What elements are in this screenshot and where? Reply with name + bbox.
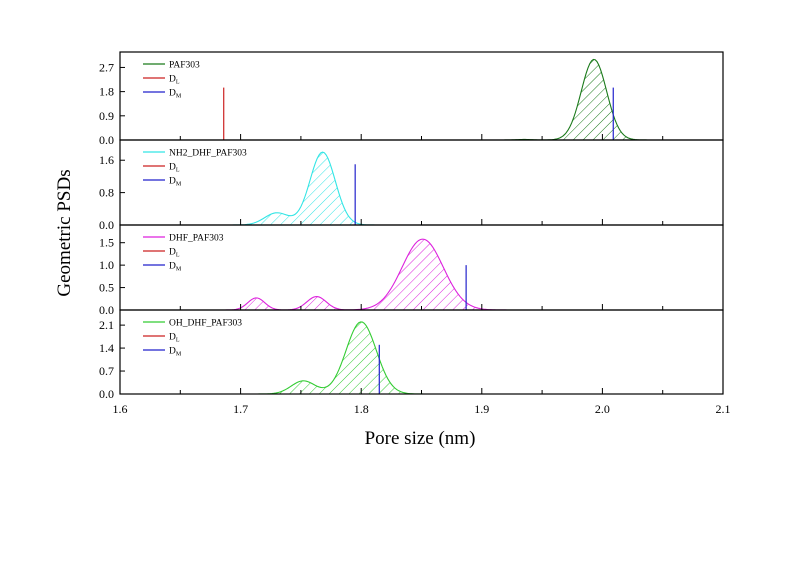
y-axis-title: Geometric PSDs (54, 169, 75, 296)
y-tick-label: 2.7 (99, 60, 114, 74)
panel-3: 0.0 0.5 1.0 1.5 DHF_PAF303 DL DM (99, 224, 724, 317)
legend-subscript: L (176, 253, 180, 259)
psd-area (120, 59, 663, 140)
legend-subscript: M (176, 267, 182, 273)
legend-subscript: M (176, 352, 182, 358)
legend-label: DM (169, 347, 182, 358)
y-tick-label: 2.1 (99, 318, 114, 332)
x-tick-label: 2.0 (595, 402, 610, 416)
y-tick-label: 1.4 (99, 341, 114, 355)
y-tick-label: 1.8 (99, 85, 114, 99)
psd-curve (120, 238, 566, 311)
y-tick-label: 0.9 (99, 109, 114, 123)
y-tick-label: 0.5 (99, 281, 114, 295)
y-tick-label: 0.7 (99, 364, 114, 378)
legend: NH2_DHF_PAF303 DL DM (143, 149, 247, 188)
legend-label: DL (169, 333, 180, 344)
y-tick-label: 0.0 (99, 387, 114, 401)
panel-2: 0.0 0.8 1.6 NH2_DHF_PAF303 DL DM (99, 139, 724, 232)
legend-label: OH_DHF_PAF303 (169, 319, 242, 329)
psd-area (120, 239, 567, 310)
panels: 0.0 0.9 1.8 2.7 PAF303 DL DM 0.0 0.8 1.6 NH2_DHF_P… (99, 51, 724, 401)
x-tick-label: 1.8 (354, 402, 369, 416)
legend-label: DL (169, 163, 180, 174)
legend-label: DL (169, 75, 180, 86)
y-tick-label: 1.6 (99, 153, 114, 167)
legend-subscript: L (176, 168, 180, 174)
legend-label: DHF_PAF303 (169, 234, 224, 244)
y-tick-label: 1.5 (99, 236, 114, 250)
y-tick-label: 1.0 (99, 258, 114, 272)
legend-subscript: M (176, 94, 182, 100)
x-tick-label: 1.9 (474, 402, 489, 416)
y-tick-label: 0.0 (99, 218, 114, 232)
legend: DHF_PAF303 DL DM (143, 234, 224, 273)
legend: OH_DHF_PAF303 DL DM (143, 319, 242, 358)
psd-area (120, 321, 567, 394)
legend-subscript: L (176, 80, 180, 86)
psd-area (120, 152, 567, 225)
legend: PAF303 DL DM (143, 61, 200, 100)
x-axis-title: Pore size (nm) (365, 428, 476, 449)
legend-label: DL (169, 248, 180, 259)
y-tick-label: 0.0 (99, 133, 114, 147)
x-tick-label: 1.7 (233, 402, 248, 416)
panel-frame (119, 51, 724, 141)
legend-label: DM (169, 262, 182, 273)
x-tick-label: 1.6 (113, 402, 128, 416)
panel-4: 0.0 0.7 1.4 2.1 OH_DHF_PAF303 DL DM (99, 309, 724, 401)
legend-subscript: M (176, 182, 182, 188)
x-tick-label: 2.1 (716, 402, 731, 416)
legend-subscript: L (176, 338, 180, 344)
legend-label: PAF303 (169, 61, 200, 71)
panel-1: 0.0 0.9 1.8 2.7 PAF303 DL DM (99, 51, 724, 147)
legend-label: DM (169, 89, 182, 100)
legend-label: NH2_DHF_PAF303 (169, 149, 247, 159)
legend-label: DM (169, 177, 182, 188)
y-tick-label: 0.8 (99, 186, 114, 200)
x-axis: 1.6 1.7 1.8 1.9 2.0 2.1 (113, 402, 731, 416)
y-tick-label: 0.0 (99, 303, 114, 317)
